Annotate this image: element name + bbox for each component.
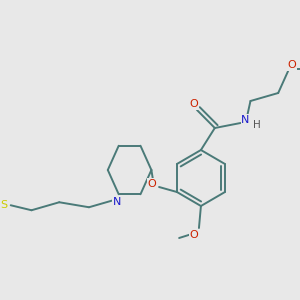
Text: H: H (253, 120, 260, 130)
Text: S: S (0, 200, 7, 210)
Text: O: O (148, 179, 157, 189)
Text: N: N (241, 115, 250, 125)
Text: O: O (288, 60, 296, 70)
Text: O: O (190, 230, 198, 240)
Text: O: O (190, 99, 198, 109)
Text: N: N (112, 197, 121, 207)
